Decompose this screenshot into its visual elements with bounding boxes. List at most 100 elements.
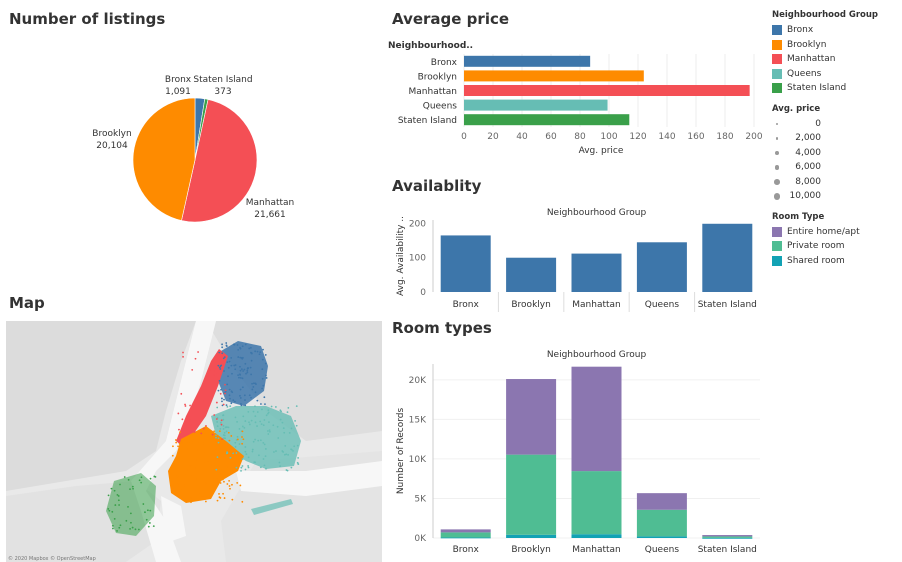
availability-bar-bronx[interactable] (440, 235, 491, 292)
map-listing-dot (212, 476, 215, 479)
map-listing-dot (125, 519, 128, 522)
availability-bar-manhattan[interactable] (571, 253, 622, 292)
map-listing-dot (264, 448, 267, 450)
map-listing-dot (240, 403, 242, 405)
map-listing-dot (290, 427, 293, 430)
roomtypes-tick-label: 15K (409, 415, 427, 425)
map-listing-dot (221, 438, 224, 441)
map-listing-dot (244, 362, 247, 365)
map-listing-dot (184, 405, 187, 407)
roomtypes-bar-manhattan-private-room[interactable] (571, 471, 622, 535)
map-listing-dot (262, 424, 265, 427)
legend-item-queens[interactable]: Queens (772, 67, 897, 82)
availability-bar-queens[interactable] (636, 242, 687, 292)
roomtypes-bar-queens-entire-home-apt[interactable] (636, 493, 687, 510)
roomtypes-bar-bronx-private-room[interactable] (440, 532, 491, 538)
availability-bar-chart[interactable]: Neighbourhood Group 0 100 200 Bronx Brooklyn M… (385, 200, 770, 315)
map-listing-dot (288, 432, 291, 434)
map-listing-dot (212, 484, 214, 487)
map-listing-dot (107, 508, 110, 510)
map-listing-dot (172, 445, 174, 448)
map-listing-dot (277, 437, 280, 439)
map-view[interactable]: © 2020 Mapbox © OpenStreetMap (6, 321, 382, 562)
price-bar-bronx[interactable] (464, 55, 591, 67)
roomtypes-stacked-bar-chart[interactable]: Neighbourhood Group 0K 5K 10K 15K 20K Bronx Bro… (385, 342, 770, 562)
map-listing-dot (296, 444, 299, 447)
roomtypes-bar-brooklyn-private-room[interactable] (506, 454, 557, 535)
map-listing-dot (224, 389, 227, 392)
roomtypes-bar-staten-island-shared-room[interactable] (702, 537, 753, 539)
map-listing-dot (252, 386, 255, 388)
legend-item-shared-room[interactable]: Shared room (772, 254, 897, 269)
map-listing-dot (223, 441, 226, 444)
legend-item-manhattan[interactable]: Manhattan (772, 52, 897, 67)
map-listing-dot (107, 494, 110, 497)
map-listing-dot (220, 439, 223, 442)
map-listing-dot (226, 361, 229, 364)
roomtypes-category-label: Brooklyn (511, 545, 550, 555)
roomtypes-bar-staten-island-private-room[interactable] (702, 536, 753, 538)
legend-size-item: 10,000 (772, 189, 897, 204)
map-listing-dot (232, 466, 235, 469)
map-listing-dot (219, 421, 222, 424)
price-tick-label: 20 (487, 132, 499, 142)
pie-slice-brooklyn[interactable] (132, 97, 196, 221)
map-listing-dot (222, 403, 225, 406)
map-listing-dot (251, 388, 254, 391)
pie-slice-manhattan[interactable] (181, 99, 258, 223)
price-bar-brooklyn[interactable] (464, 70, 644, 82)
map-listing-dot (190, 465, 193, 468)
roomtypes-bar-bronx-entire-home-apt[interactable] (440, 529, 491, 533)
map-listing-dot (219, 482, 222, 484)
listings-title: Number of listings (9, 10, 166, 28)
roomtypes-bar-bronx-shared-room[interactable] (440, 537, 491, 539)
legend-item-staten-island[interactable]: Staten Island (772, 81, 897, 96)
map-listing-dot (204, 461, 207, 464)
map-listing-dot (148, 522, 151, 524)
map-listing-dot (230, 357, 233, 359)
legend-size-label: 6,000 (795, 162, 821, 173)
map-listing-dot (216, 456, 219, 459)
price-bar-queens[interactable] (464, 99, 608, 111)
map-listing-dot (283, 431, 286, 434)
map-listing-dot (239, 484, 242, 487)
legend-item-bronx[interactable]: Bronx (772, 23, 897, 38)
map-listing-dot (223, 480, 225, 483)
roomtypes-bar-brooklyn-shared-room[interactable] (506, 534, 557, 538)
map-listing-dot (282, 427, 285, 430)
price-bar-manhattan[interactable] (464, 85, 750, 96)
map-listing-dot (142, 503, 145, 505)
map-listing-dot (216, 421, 219, 423)
roomtypes-bar-queens-shared-room[interactable] (636, 536, 687, 538)
map-listing-dot (258, 454, 260, 457)
map-listing-dot (264, 354, 267, 356)
legend-item-brooklyn[interactable]: Brooklyn (772, 38, 897, 53)
roomtypes-bar-manhattan-entire-home-apt[interactable] (571, 366, 622, 472)
map-listing-dot (144, 511, 146, 514)
legend-size-label: 10,000 (789, 191, 822, 202)
map-listing-dot (247, 410, 250, 413)
map-listing-dot (217, 352, 220, 355)
roomtypes-bar-queens-private-room[interactable] (636, 509, 687, 537)
roomtypes-bar-staten-island-entire-home-apt[interactable] (702, 535, 753, 537)
map-listing-dot (154, 475, 157, 478)
map-listing-dot (177, 472, 179, 475)
map-listing-dot (179, 431, 181, 433)
legend-item-private-room[interactable]: Private room (772, 239, 897, 254)
legend-swatch (772, 83, 782, 94)
map-listing-dot (197, 351, 199, 353)
price-bar-staten-island[interactable] (464, 114, 630, 126)
map-listing-dot (234, 445, 237, 448)
map-listing-dot (111, 510, 114, 513)
pie-label-value: 1,091 (165, 87, 191, 97)
availability-bar-brooklyn[interactable] (506, 257, 557, 292)
map-listing-dot (256, 399, 259, 402)
price-bar-chart[interactable]: Neighbourhood.. 0 20 40 60 80 100 120 140 160 180 2… (385, 34, 770, 164)
availability-bar-staten-island[interactable] (702, 223, 753, 292)
roomtypes-bar-manhattan-shared-room[interactable] (571, 534, 622, 538)
map-listing-dot (230, 435, 233, 437)
roomtypes-bar-brooklyn-entire-home-apt[interactable] (506, 379, 557, 455)
legend-item-entire-home-apt[interactable]: Entire home/apt (772, 225, 897, 240)
map-listing-dot (254, 405, 256, 408)
